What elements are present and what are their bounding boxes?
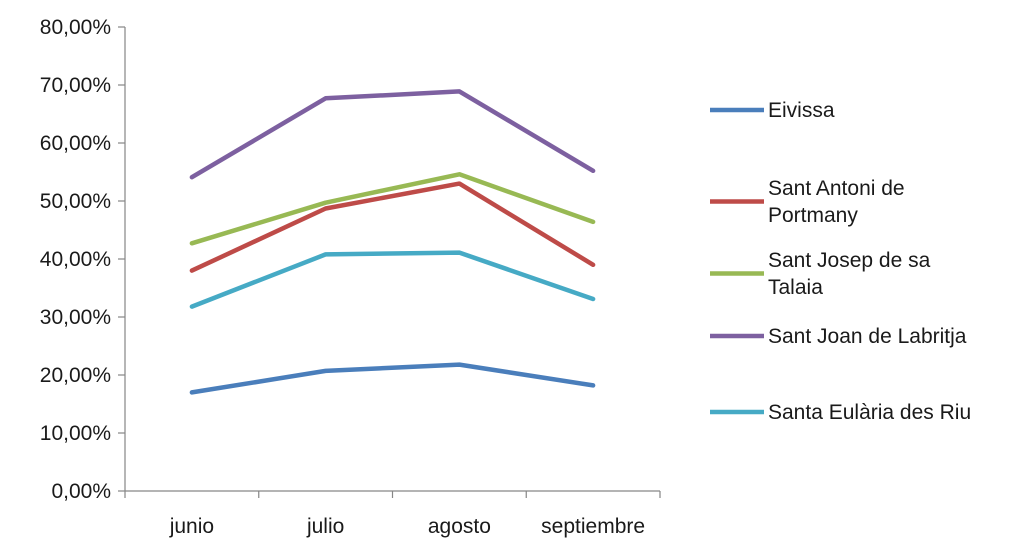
series-lines bbox=[189, 89, 596, 395]
x-axis-ticks: junio julio agosto septiembre bbox=[124, 491, 661, 538]
legend-entry: Sant Josep de sa Talaia bbox=[710, 249, 931, 299]
y-tick-label: 40,00% bbox=[40, 248, 111, 271]
legend-label: Sant Josep de sa bbox=[768, 249, 931, 272]
legend-label: Sant Joan de Labritja bbox=[768, 325, 967, 348]
legend-label: Portmany bbox=[768, 204, 858, 227]
series-line-1 bbox=[189, 362, 596, 395]
legend-entry: Sant Antoni de Portmany bbox=[710, 177, 905, 227]
x-tick-label: agosto bbox=[428, 515, 491, 538]
legend-label: Sant Antoni de bbox=[768, 177, 905, 200]
y-tick-label: 30,00% bbox=[40, 306, 111, 329]
y-tick-label: 50,00% bbox=[40, 190, 111, 213]
y-tick-label: 70,00% bbox=[40, 74, 111, 97]
legend-entry: Sant Joan de Labritja bbox=[710, 325, 967, 348]
legend-entry: Santa Eulària des Riu bbox=[710, 401, 971, 424]
y-tick-label: 20,00% bbox=[40, 364, 111, 387]
legend-entry: Eivissa bbox=[710, 99, 835, 122]
y-tick-label: 80,00% bbox=[40, 16, 111, 39]
legend-label: Eivissa bbox=[768, 99, 835, 122]
y-axis-ticks: 0,00% 10,00% 20,00% 30,00% 40,00% 50,00% 60,00… bbox=[40, 16, 125, 503]
series-line-5 bbox=[189, 250, 596, 309]
legend: Eivissa Sant Antoni de Portmany Sant Josep … bbox=[710, 99, 971, 424]
series-line-3 bbox=[189, 172, 596, 246]
series-line-4 bbox=[189, 89, 596, 180]
x-tick-label: septiembre bbox=[541, 515, 645, 538]
legend-label: Talaia bbox=[768, 276, 823, 299]
y-tick-label: 10,00% bbox=[40, 422, 111, 445]
x-tick-label: junio bbox=[169, 515, 214, 538]
legend-label: Santa Eulària des Riu bbox=[768, 401, 971, 424]
y-tick-label: 60,00% bbox=[40, 132, 111, 155]
y-tick-label: 0,00% bbox=[51, 480, 111, 503]
series-line-2 bbox=[189, 181, 596, 273]
x-tick-label: julio bbox=[306, 515, 344, 538]
